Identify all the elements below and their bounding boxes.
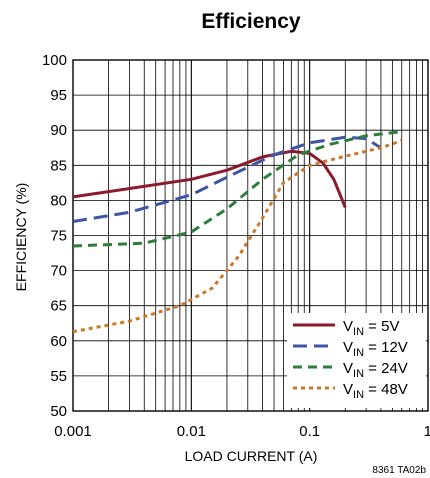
y-tick-label: 60 xyxy=(50,333,67,350)
plot-frame xyxy=(72,59,429,412)
y-tick-label: 75 xyxy=(50,228,67,245)
y-tick-label: 85 xyxy=(50,157,67,174)
y-axis-label: EFFICIENCY (%) xyxy=(13,183,29,292)
y-tick-label: 65 xyxy=(50,298,67,315)
legend-label: VIN = 24V xyxy=(343,360,408,380)
figure-note: 8361 TA02b xyxy=(372,465,426,476)
tick-labels: 50 55 60 65 70 75 80 85 90 95 100 0.001 0.01 0.1 1 xyxy=(42,52,430,440)
x-axis-label: LOAD CURRENT (A) xyxy=(185,448,318,464)
legend-background xyxy=(287,313,426,408)
x-tick-label: 0.001 xyxy=(54,423,92,440)
x-tick-label: 1 xyxy=(424,423,430,440)
y-tick-label: 50 xyxy=(50,403,67,420)
y-tick-label: 90 xyxy=(50,122,67,139)
y-tick-label: 55 xyxy=(50,368,67,385)
chart-title: Efficiency xyxy=(201,10,301,33)
x-tick-label: 0.1 xyxy=(299,423,320,440)
y-tick-label: 80 xyxy=(50,192,67,209)
series-line xyxy=(72,135,382,223)
legend-label: VIN = 12V xyxy=(343,339,408,359)
legend-label: VIN = 48V xyxy=(343,381,408,401)
series-layer xyxy=(72,130,403,334)
y-tick-label: 95 xyxy=(50,87,67,104)
series-line xyxy=(72,139,403,334)
x-tick-label: 0.01 xyxy=(177,423,206,440)
y-tick-label: 70 xyxy=(50,263,67,280)
y-tick-label: 100 xyxy=(42,52,67,69)
legend-label: VIN = 5V xyxy=(343,318,399,338)
